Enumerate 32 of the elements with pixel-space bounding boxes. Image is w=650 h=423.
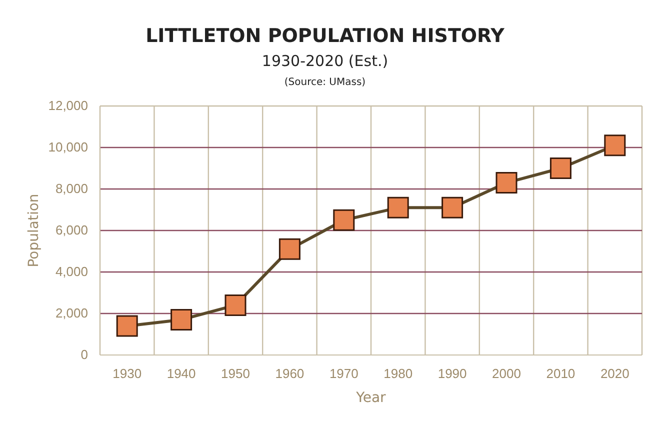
x-tick-label: 1980 bbox=[384, 366, 413, 382]
y-tick-label: 8,000 bbox=[55, 181, 88, 196]
point bbox=[224, 294, 246, 316]
point bbox=[170, 308, 192, 330]
text: (Source: UMass) bbox=[284, 77, 366, 88]
x-tick-label: 1970 bbox=[329, 366, 358, 382]
y-tick-label: 0 bbox=[80, 347, 88, 362]
y-tick-label: 10,000 bbox=[48, 140, 88, 155]
point bbox=[387, 196, 409, 218]
y-tick-label: 4,000 bbox=[55, 264, 88, 280]
x-tick-label: 2020 bbox=[600, 366, 630, 382]
y-tick-label: 12,000 bbox=[48, 98, 88, 114]
chart-title: LITTLETON POPULATION HISTORY bbox=[146, 25, 505, 47]
x-tick-label: 1950 bbox=[221, 366, 250, 382]
y-tick-label: 2,000 bbox=[55, 306, 88, 321]
x-tick-label: 1990 bbox=[438, 366, 467, 382]
x-tick-label: 2000 bbox=[492, 366, 521, 382]
y-tick-label: 6,000 bbox=[55, 222, 88, 238]
point bbox=[550, 158, 572, 179]
point bbox=[116, 315, 138, 337]
chart-subtitle: 1930-2020 (Est.) bbox=[262, 52, 388, 70]
point bbox=[496, 172, 518, 194]
point bbox=[442, 196, 464, 218]
x-tick-label: 1960 bbox=[275, 366, 304, 382]
point bbox=[278, 238, 300, 260]
x-axis-title: Year bbox=[355, 390, 386, 406]
point bbox=[604, 134, 626, 156]
x-tick-label: 1940 bbox=[166, 366, 196, 382]
point bbox=[333, 209, 355, 231]
x-tick-label: 1930 bbox=[112, 366, 142, 382]
y-axis-title: Population bbox=[26, 194, 42, 268]
x-tick-label: 2010 bbox=[546, 366, 576, 382]
